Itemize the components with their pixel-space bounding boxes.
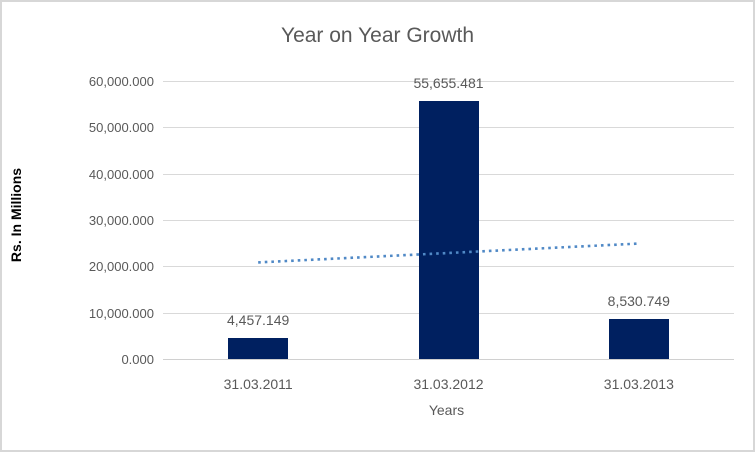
bar-data-label: 4,457.149 (227, 312, 290, 329)
bar-31.03.2013 (608, 319, 669, 359)
y-axis-title: Rs. In Millions (8, 167, 24, 263)
y-tick-label: 40,000.000 (88, 166, 154, 182)
bar-data-label: 55,655.481 (413, 75, 484, 92)
y-tick-label: 50,000.000 (88, 120, 154, 136)
bar-31.03.2012 (418, 101, 479, 359)
y-tick-label: 30,000.000 (88, 213, 154, 228)
y-tick-label: 60,000.000 (88, 74, 154, 89)
x-tick-label: 31.03.2011 (223, 376, 293, 392)
x-tick-label: 31.03.2012 (413, 376, 484, 392)
gridline (163, 81, 734, 82)
y-tick-label: 10,000.000 (88, 305, 154, 321)
bar-31.03.2011 (228, 338, 289, 359)
x-tick-label: 31.03.2013 (603, 376, 674, 392)
y-tick-label: 0.000 (121, 352, 154, 367)
bar-data-label: 8,530.749 (607, 293, 670, 310)
x-axis-line (163, 359, 734, 360)
x-axis-title: Years (428, 402, 465, 418)
chart-title: Year on Year Growth (280, 24, 475, 47)
y-tick-label: 20,000.000 (88, 259, 154, 275)
